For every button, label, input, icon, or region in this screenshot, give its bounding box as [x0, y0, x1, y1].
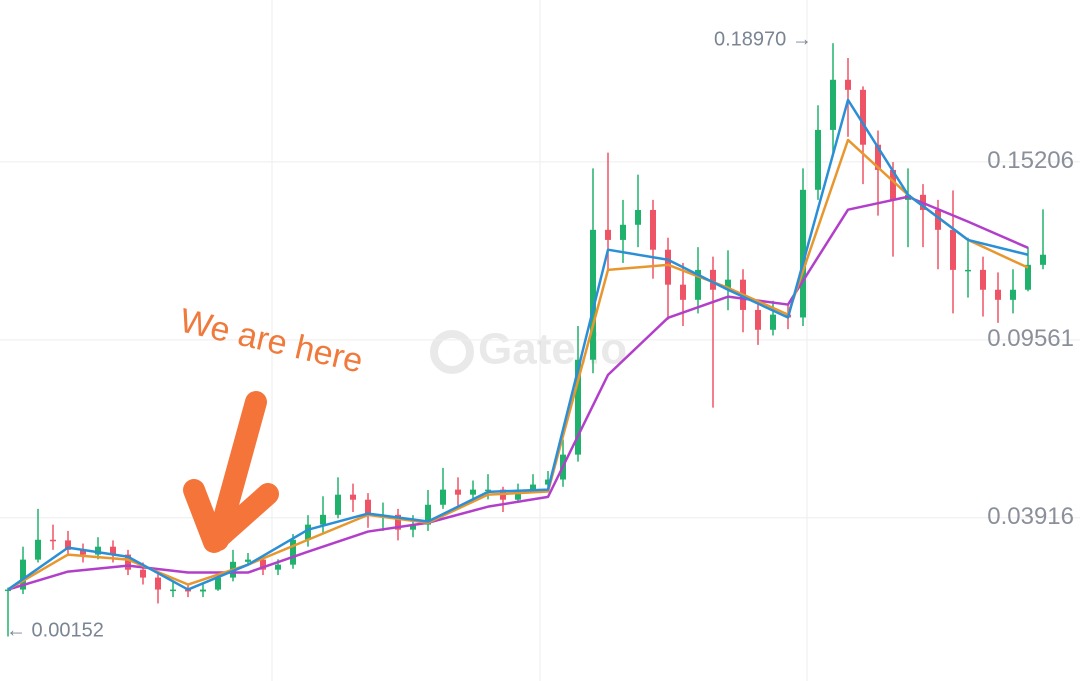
- candle-body: [20, 559, 26, 590]
- note: We are here: [176, 302, 366, 381]
- candle-body: [860, 89, 866, 145]
- moving-average: [7, 138, 1029, 591]
- candle-body: [1025, 264, 1031, 290]
- candle-body: [530, 484, 536, 490]
- candle-body: [770, 314, 776, 330]
- candle-body: [695, 269, 701, 300]
- candle-body: [935, 209, 941, 230]
- candle-body: [875, 144, 881, 170]
- candle-body: [350, 494, 356, 500]
- candle-body: [590, 229, 596, 360]
- candle-body: [830, 79, 836, 130]
- candle-body: [395, 514, 401, 530]
- candle-body: [890, 169, 896, 200]
- candle-body: [755, 309, 761, 330]
- candle-body: [620, 224, 626, 240]
- candle-body: [485, 489, 491, 492]
- min-label: ← 0.00152: [6, 619, 104, 641]
- watermark-logo: [430, 330, 474, 374]
- candle-body: [1040, 254, 1046, 265]
- watermark-text: Gate.io: [478, 325, 627, 374]
- candle-body: [305, 524, 311, 540]
- candle-body: [95, 546, 101, 555]
- candle-body: [725, 279, 731, 290]
- candle-body: [845, 79, 851, 90]
- candle-body: [455, 489, 461, 495]
- candle-body: [65, 540, 71, 550]
- arrow: [183, 391, 279, 553]
- candle-body: [440, 489, 446, 505]
- candle-body: [800, 189, 806, 318]
- candle-body: [335, 494, 341, 515]
- candle-body: [665, 249, 671, 285]
- candle-body: [50, 539, 56, 542]
- candle-body: [470, 489, 476, 495]
- candle-body: [215, 577, 221, 590]
- arrow-head: [183, 479, 279, 553]
- candle-body: [815, 129, 821, 190]
- candle-body: [275, 564, 281, 570]
- candle-body: [650, 209, 656, 250]
- candle-body: [575, 359, 581, 455]
- candle-body: [605, 229, 611, 240]
- candle-body: [200, 589, 206, 592]
- vertical-grid: [271, 0, 808, 681]
- candle-body: [140, 569, 146, 578]
- arrow-shaft: [207, 391, 267, 551]
- candle-body: [170, 589, 176, 592]
- candle-body: [245, 559, 251, 562]
- candle-body: [320, 514, 326, 525]
- max-label: 0.18970 →: [714, 28, 812, 50]
- candle-body: [965, 269, 971, 272]
- moving-average: [7, 195, 1029, 591]
- candle-body: [260, 559, 266, 570]
- candle-body: [425, 504, 431, 525]
- candle-body: [155, 577, 161, 590]
- candle-body: [710, 269, 716, 290]
- candle-body: [80, 549, 86, 555]
- candle-body: [545, 479, 551, 485]
- candle-body: [110, 546, 116, 555]
- candle-body: [980, 269, 986, 290]
- candle-body: [290, 539, 296, 565]
- candle-body: [950, 229, 956, 270]
- watermark: Gate.io: [430, 325, 627, 374]
- candle-body: [635, 209, 641, 225]
- candle-body: [1010, 289, 1016, 300]
- candle-body: [35, 539, 41, 560]
- moving-average: [7, 98, 1029, 591]
- y-tick-label: 0.09561: [987, 325, 1074, 352]
- candle-body: [365, 499, 371, 515]
- candle-body: [410, 524, 416, 530]
- candle-body: [995, 289, 1001, 300]
- candle-body: [125, 554, 131, 570]
- y-tick-label: 0.15206: [987, 147, 1074, 174]
- candle-body: [5, 589, 11, 592]
- y-tick-label: 0.03916: [987, 503, 1074, 530]
- candle-body: [515, 489, 521, 500]
- candle-body: [680, 284, 686, 300]
